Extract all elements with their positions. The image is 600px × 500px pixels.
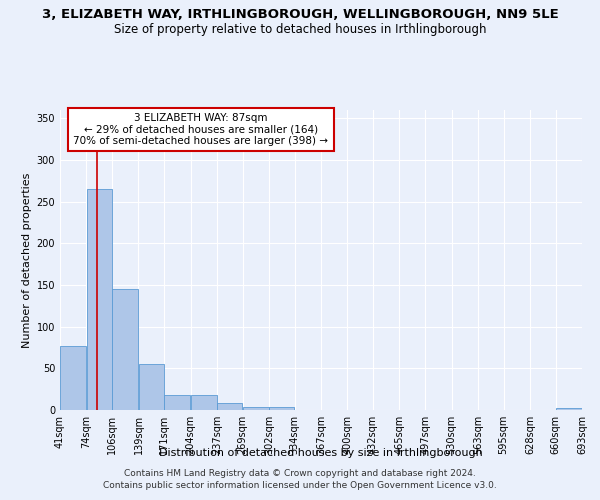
Bar bbox=[86, 189, 112, 410]
Bar bbox=[164, 395, 190, 410]
Bar bbox=[556, 408, 582, 410]
Bar bbox=[139, 364, 164, 410]
Bar bbox=[112, 289, 139, 410]
Bar bbox=[269, 406, 295, 410]
Y-axis label: Number of detached properties: Number of detached properties bbox=[22, 172, 32, 348]
Text: Distribution of detached houses by size in Irthlingborough: Distribution of detached houses by size … bbox=[159, 448, 483, 458]
Text: Contains HM Land Registry data © Crown copyright and database right 2024.: Contains HM Land Registry data © Crown c… bbox=[124, 468, 476, 477]
Bar bbox=[217, 402, 242, 410]
Text: Size of property relative to detached houses in Irthlingborough: Size of property relative to detached ho… bbox=[114, 22, 486, 36]
Text: Contains public sector information licensed under the Open Government Licence v3: Contains public sector information licen… bbox=[103, 481, 497, 490]
Text: 3 ELIZABETH WAY: 87sqm
← 29% of detached houses are smaller (164)
70% of semi-de: 3 ELIZABETH WAY: 87sqm ← 29% of detached… bbox=[73, 113, 328, 146]
Bar bbox=[242, 406, 269, 410]
Bar bbox=[60, 346, 86, 410]
Bar bbox=[191, 395, 217, 410]
Text: 3, ELIZABETH WAY, IRTHLINGBOROUGH, WELLINGBOROUGH, NN9 5LE: 3, ELIZABETH WAY, IRTHLINGBOROUGH, WELLI… bbox=[41, 8, 559, 20]
